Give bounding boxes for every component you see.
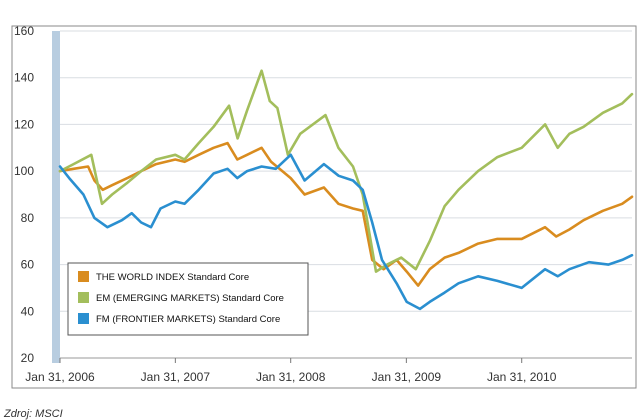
y-tick-label: 140 xyxy=(14,71,34,85)
y-axis-bar xyxy=(52,31,60,363)
series-lines xyxy=(58,69,634,311)
y-tick-label: 80 xyxy=(21,211,35,225)
series-line-em xyxy=(58,69,634,273)
legend-swatch-em xyxy=(78,292,89,303)
x-tick-labels: Jan 31, 2006 Jan 31, 2007 Jan 31, 2008 Jan … xyxy=(25,358,557,384)
x-tick-label: Jan 31, 2010 xyxy=(487,370,557,384)
legend-swatch-fm xyxy=(78,313,89,324)
x-tick-label: Jan 31, 2008 xyxy=(256,370,326,384)
series-line-fm xyxy=(58,153,634,311)
legend-swatch-world xyxy=(78,271,89,282)
y-tick-label: 100 xyxy=(14,164,34,178)
y-tick-label: 120 xyxy=(14,117,34,131)
y-tick-label: 160 xyxy=(14,24,34,38)
y-tick-label: 60 xyxy=(21,258,35,272)
y-tick-label: 40 xyxy=(21,304,35,318)
legend-box xyxy=(67,262,309,336)
x-tick-label: Jan 31, 2009 xyxy=(372,370,442,384)
source-caption: Zdroj: MSCI xyxy=(4,408,63,420)
x-tick-label: Jan 31, 2007 xyxy=(141,370,211,384)
legend: THE WORLD INDEX Standard Core EM (EMERGI… xyxy=(67,262,309,336)
y-tick-label: 20 xyxy=(21,351,35,365)
legend-label-em: EM (EMERGING MARKETS) Standard Core xyxy=(96,293,284,304)
legend-label-fm: FM (FRONTIER MARKETS) Standard Core xyxy=(96,314,280,325)
x-tick-label: Jan 31, 2006 xyxy=(25,370,95,384)
y-tick-labels: 20 40 60 80 100 120 140 160 xyxy=(14,24,34,365)
legend-label-world: THE WORLD INDEX Standard Core xyxy=(96,272,249,283)
